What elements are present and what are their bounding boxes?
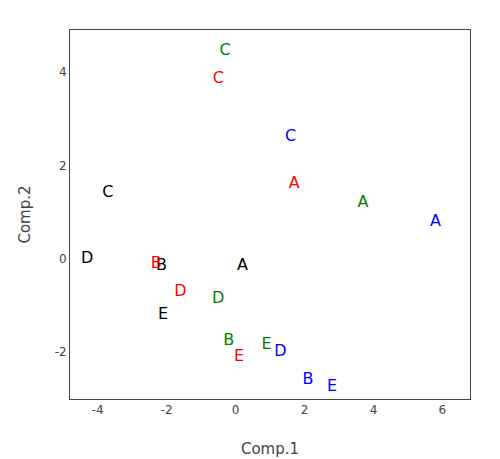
svg-text:B: B [302,369,313,388]
svg-text:A: A [289,173,300,192]
svg-text:D: D [212,288,224,307]
svg-text:C: C [213,68,224,87]
svg-text:2: 2 [59,159,67,173]
svg-text:A: A [430,211,441,230]
svg-text:-4: -4 [92,403,104,417]
svg-text:6: 6 [439,403,447,417]
svg-text:A: A [358,192,369,211]
svg-text:C: C [285,126,296,145]
svg-text:C: C [102,182,113,201]
svg-text:-2: -2 [55,345,67,359]
svg-text:C: C [220,40,231,59]
svg-text:B: B [156,255,167,274]
svg-text:A: A [237,255,248,274]
svg-text:E: E [158,304,168,323]
svg-text:0: 0 [232,403,240,417]
svg-text:2: 2 [301,403,309,417]
svg-text:4: 4 [370,403,378,417]
svg-text:E: E [234,346,244,365]
svg-text:E: E [327,376,337,395]
svg-text:Comp.2: Comp.2 [16,185,34,243]
svg-text:4: 4 [59,65,67,79]
svg-text:D: D [274,341,286,360]
svg-text:-2: -2 [161,403,173,417]
svg-text:B: B [151,253,162,272]
svg-text:0: 0 [59,252,67,266]
svg-text:E: E [261,334,271,353]
svg-text:D: D [81,248,93,267]
svg-text:D: D [174,281,186,300]
svg-text:B: B [223,330,234,349]
svg-text:Comp.1: Comp.1 [241,440,299,458]
